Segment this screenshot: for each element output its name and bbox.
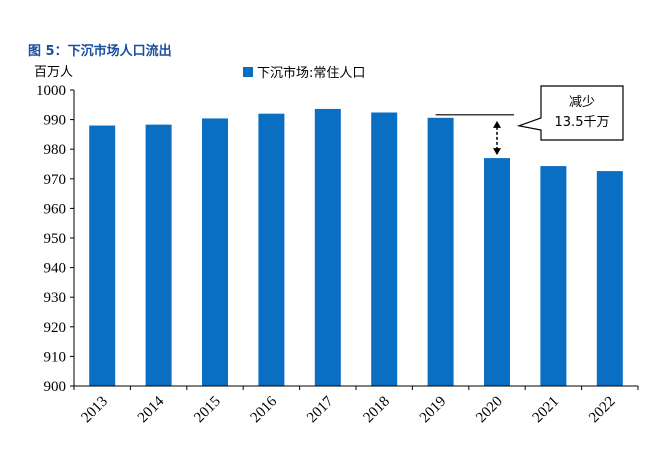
bar-2013 — [89, 125, 116, 387]
callout-line-1: 减少 — [569, 95, 595, 110]
y-tick-label-920: 920 — [44, 320, 67, 336]
y-tick-label-980: 980 — [44, 142, 67, 158]
x-tick-label-2018: 2018 — [361, 394, 394, 427]
y-tick-label-990: 990 — [44, 113, 67, 129]
annotation-callout: 减少 13.5千万 — [435, 85, 624, 156]
y-axis-unit-label: 百万人 — [34, 65, 73, 80]
y-tick-label-970: 970 — [44, 172, 67, 188]
x-tick-label-2014: 2014 — [135, 393, 168, 426]
y-tick-label-910: 910 — [44, 349, 67, 365]
arrow-head-up — [493, 120, 501, 128]
y-tick-label-950: 950 — [44, 231, 67, 247]
x-tick-label-2019: 2019 — [417, 394, 450, 427]
y-tick-label-1000: 1000 — [36, 83, 66, 99]
callout-box — [516, 85, 624, 141]
legend: 下沉市场:常住人口 — [243, 65, 365, 81]
x-tick-label-2022: 2022 — [586, 394, 619, 427]
x-tick-label-2013: 2013 — [79, 394, 112, 427]
bar-2020 — [484, 158, 510, 386]
figure-title: 图 5：下沉市场人口流出 — [28, 44, 172, 59]
x-tick-label-2015: 2015 — [191, 394, 224, 427]
bar-2014 — [145, 124, 172, 386]
legend-label: 下沉市场:常住人口 — [257, 65, 365, 81]
bar-2017 — [314, 108, 341, 386]
x-tick-label-2016: 2016 — [248, 393, 281, 426]
bar-2019 — [427, 117, 454, 386]
bar-2021 — [540, 166, 567, 386]
y-tick-label-930: 930 — [44, 290, 67, 306]
x-tick-label-2020: 2020 — [473, 394, 506, 427]
y-tick-label-960: 960 — [44, 201, 67, 217]
x-tick-label-2021: 2021 — [530, 394, 563, 427]
legend-swatch — [243, 67, 253, 77]
bar-2018 — [371, 112, 398, 386]
y-tick-label-900: 900 — [44, 379, 67, 395]
bar-2022 — [596, 171, 623, 386]
callout-line-2: 13.5千万 — [555, 115, 610, 130]
y-tick-label-940: 940 — [44, 261, 67, 277]
bar-2016 — [258, 113, 285, 387]
arrow-head-down — [493, 148, 501, 156]
bars-group — [89, 108, 623, 387]
bar-2015 — [202, 118, 228, 387]
x-tick-label-2017: 2017 — [304, 393, 337, 426]
